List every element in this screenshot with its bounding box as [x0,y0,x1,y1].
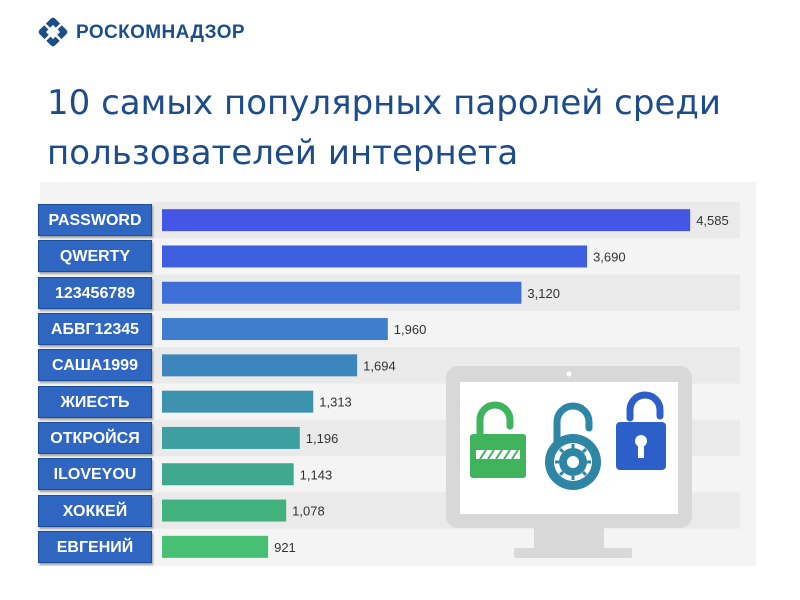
category-label: ХОККЕЙ [38,494,152,527]
page-title: 10 самых популярных паролей среди пользо… [47,83,721,173]
bar [162,499,287,522]
category-label: PASSWORD [38,204,152,237]
value-label: 1,143 [300,467,333,482]
bar [162,535,269,558]
computer-locks-illustration [446,366,692,558]
roskomnadzor-logo: РОСКОМНАДЗОР [38,17,258,51]
open-padlock-icon [470,401,526,478]
value-label: 921 [274,540,296,555]
monitor-camera [566,371,572,377]
bar [162,318,388,341]
bar [162,245,588,268]
value-label: 1,078 [292,504,325,519]
monitor-neck [534,528,604,548]
value-label: 4,585 [696,213,729,228]
value-label: 1,196 [306,431,339,446]
dial-padlock-icon [545,402,601,490]
value-label: 1,694 [363,358,396,373]
logo-text: РОСКОМНАДЗОР [76,22,245,43]
bar [162,281,522,304]
category-label: ОТКРОЙСЯ [38,421,152,454]
category-label: QWERTY [38,240,152,273]
category-label: ЖИЕСТЬ [38,385,152,418]
chart-panel: 4,585 3,690 3,120 1,960 1,694 1,313 1,196 1,143… [38,182,756,566]
bar [162,209,691,232]
monitor-base [514,548,632,558]
value-label: 3,120 [527,286,560,301]
value-label: 1,960 [394,322,427,337]
bar [162,426,300,449]
category-label: АБВГ12345 [38,313,152,346]
category-label: САША1999 [38,349,152,382]
bar [162,463,294,486]
category-label: 123456789 [38,276,152,309]
open-padlock-icon [616,391,666,470]
category-label: ЕВГЕНИЙ [38,530,152,563]
bar [162,390,314,413]
roskomnadzor-diamond-icon [38,17,68,47]
category-label: ILOVEYOU [38,458,152,491]
password-bar-chart: 4,585 3,690 3,120 1,960 1,694 1,313 1,196 1,143… [150,202,740,558]
value-label: 1,313 [319,395,352,410]
value-label: 3,690 [593,249,626,264]
bar [162,354,358,377]
